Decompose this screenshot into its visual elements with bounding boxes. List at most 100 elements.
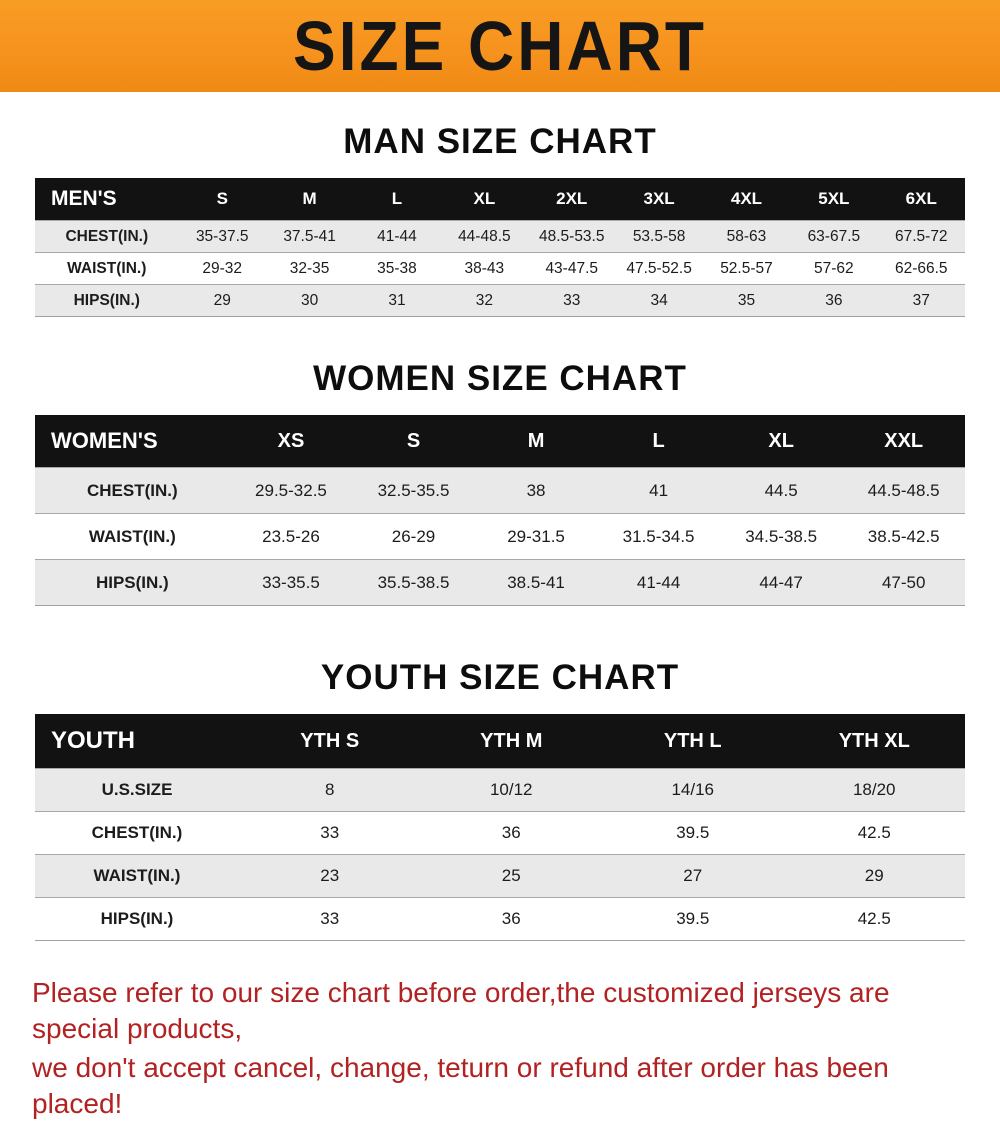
table-cell: 38.5-42.5 xyxy=(842,513,965,560)
size-column-header: L xyxy=(353,178,441,221)
table-row: WAIST(IN.) 23 25 27 29 xyxy=(35,854,965,898)
table-cell: 26-29 xyxy=(352,513,475,560)
size-column-header: 5XL xyxy=(790,178,878,221)
size-column-header: XS xyxy=(229,415,353,468)
header-row: YOUTH YTH S YTH M YTH L YTH XL xyxy=(35,714,965,769)
page-title: SIZE CHART xyxy=(293,7,707,85)
table-cell: 37.5-41 xyxy=(265,220,354,253)
women-section-heading: WOMEN SIZE CHART xyxy=(313,359,687,398)
size-column-header: YTH L xyxy=(602,714,784,769)
row-label: HIPS(IN.) xyxy=(35,284,179,317)
row-label: HIPS(IN.) xyxy=(35,897,239,941)
table-cell: 62-66.5 xyxy=(877,252,965,285)
table-cell: 47.5-52.5 xyxy=(615,252,703,285)
size-column-header: M xyxy=(265,178,354,221)
size-column-header: XL xyxy=(719,415,843,468)
table-cell: 36 xyxy=(790,284,878,317)
size-column-header: 6XL xyxy=(877,178,965,221)
men-size-section: MAN SIZE CHART MEN'S S M L XL 2XL 3XL 4XL 5XL 6XL… xyxy=(0,122,1000,317)
size-column-header: 4XL xyxy=(702,178,791,221)
table-cell: 32.5-35.5 xyxy=(352,467,475,514)
size-column-header: S xyxy=(178,178,266,221)
size-column-header: YTH XL xyxy=(783,714,965,769)
size-column-header: YTH M xyxy=(420,714,602,769)
table-group-label: YOUTH xyxy=(35,714,239,769)
table-cell: 52.5-57 xyxy=(702,252,791,285)
table-cell: 29-32 xyxy=(178,252,266,285)
table-cell: 38.5-41 xyxy=(474,559,598,606)
table-cell: 41 xyxy=(597,467,720,514)
table-cell: 36 xyxy=(420,897,602,941)
men-section-heading: MAN SIZE CHART xyxy=(343,122,657,161)
table-row: HIPS(IN.) 33 36 39.5 42.5 xyxy=(35,897,965,941)
note-line-2: we don't accept cancel, change, teturn o… xyxy=(32,1051,889,1120)
size-column-header: 3XL xyxy=(615,178,703,221)
table-cell: 10/12 xyxy=(420,768,602,812)
table-group-label: WOMEN'S xyxy=(35,415,230,468)
table-cell: 57-62 xyxy=(790,252,878,285)
table-cell: 37 xyxy=(877,284,965,317)
table-cell: 30 xyxy=(265,284,354,317)
table-cell: 33 xyxy=(239,811,421,855)
table-cell: 63-67.5 xyxy=(790,220,878,253)
footer-note: Please refer to our size chart before or… xyxy=(0,967,1000,1143)
row-label: WAIST(IN.) xyxy=(35,854,239,898)
row-label: CHEST(IN.) xyxy=(35,220,179,253)
table-row: U.S.SIZE 8 10/12 14/16 18/20 xyxy=(35,768,965,812)
table-cell: 35 xyxy=(702,284,791,317)
row-label: HIPS(IN.) xyxy=(35,559,230,606)
header-row: WOMEN'S XS S M L XL XXL xyxy=(35,415,965,468)
table-cell: 18/20 xyxy=(783,768,965,812)
table-cell: 44-48.5 xyxy=(440,220,529,253)
table-cell: 31.5-34.5 xyxy=(597,513,720,560)
table-cell: 44.5 xyxy=(719,467,843,514)
table-cell: 32-35 xyxy=(265,252,354,285)
table-cell: 39.5 xyxy=(602,811,784,855)
size-column-header: YTH S xyxy=(239,714,421,769)
table-row: HIPS(IN.) 33-35.5 35.5-38.5 38.5-41 41-44 44-… xyxy=(35,559,965,606)
table-cell: 38-43 xyxy=(440,252,529,285)
youth-size-table: YOUTH YTH S YTH M YTH L YTH XL U.S.SIZE 8 10/12… xyxy=(35,714,965,941)
table-cell: 32 xyxy=(440,284,529,317)
table-cell: 23 xyxy=(239,854,421,898)
row-label: U.S.SIZE xyxy=(35,768,239,812)
men-size-table: MEN'S S M L XL 2XL 3XL 4XL 5XL 6XL CHEST(IN.) 35-37… xyxy=(35,178,965,317)
table-cell: 14/16 xyxy=(602,768,784,812)
table-cell: 34.5-38.5 xyxy=(719,513,843,560)
header-row: MEN'S S M L XL 2XL 3XL 4XL 5XL 6XL xyxy=(35,178,965,221)
size-column-header: M xyxy=(474,415,598,468)
table-cell: 38 xyxy=(474,467,598,514)
row-label: WAIST(IN.) xyxy=(35,513,230,560)
size-column-header: L xyxy=(597,415,720,468)
table-cell: 35-37.5 xyxy=(178,220,266,253)
table-row: CHEST(IN.) 29.5-32.5 32.5-35.5 38 41 44.5 44.5… xyxy=(35,467,965,514)
women-size-table: WOMEN'S XS S M L XL XXL CHEST(IN.) 29.5-32.5 32.5… xyxy=(35,415,965,606)
size-column-header: S xyxy=(352,415,475,468)
row-label: CHEST(IN.) xyxy=(35,811,239,855)
banner: SIZE CHART xyxy=(0,0,1000,92)
table-row: HIPS(IN.) 29 30 31 32 33 34 35 36 37 xyxy=(35,284,965,317)
table-cell: 39.5 xyxy=(602,897,784,941)
note-line-1: Please refer to our size chart before or… xyxy=(32,977,890,1045)
table-cell: 44.5-48.5 xyxy=(842,467,965,514)
table-cell: 44-47 xyxy=(719,559,843,606)
table-cell: 25 xyxy=(420,854,602,898)
youth-size-section: YOUTH SIZE CHART YOUTH YTH S YTH M YTH L YTH… xyxy=(0,658,1000,941)
size-column-header: 2XL xyxy=(528,178,616,221)
table-cell: 53.5-58 xyxy=(615,220,703,253)
table-cell: 42.5 xyxy=(783,811,965,855)
table-row: WAIST(IN.) 29-32 32-35 35-38 38-43 43-47.5 47.… xyxy=(35,252,965,285)
table-row: WAIST(IN.) 23.5-26 26-29 29-31.5 31.5-34.5 34… xyxy=(35,513,965,560)
table-cell: 48.5-53.5 xyxy=(528,220,616,253)
table-cell: 23.5-26 xyxy=(229,513,353,560)
women-size-section: WOMEN SIZE CHART WOMEN'S XS S M L XL XXL CHEST(… xyxy=(0,359,1000,606)
table-cell: 29-31.5 xyxy=(474,513,598,560)
table-group-label: MEN'S xyxy=(35,178,179,221)
table-cell: 33 xyxy=(528,284,616,317)
table-cell: 8 xyxy=(239,768,421,812)
table-cell: 41-44 xyxy=(353,220,441,253)
table-cell: 36 xyxy=(420,811,602,855)
size-column-header: XXL xyxy=(842,415,965,468)
table-cell: 31 xyxy=(353,284,441,317)
